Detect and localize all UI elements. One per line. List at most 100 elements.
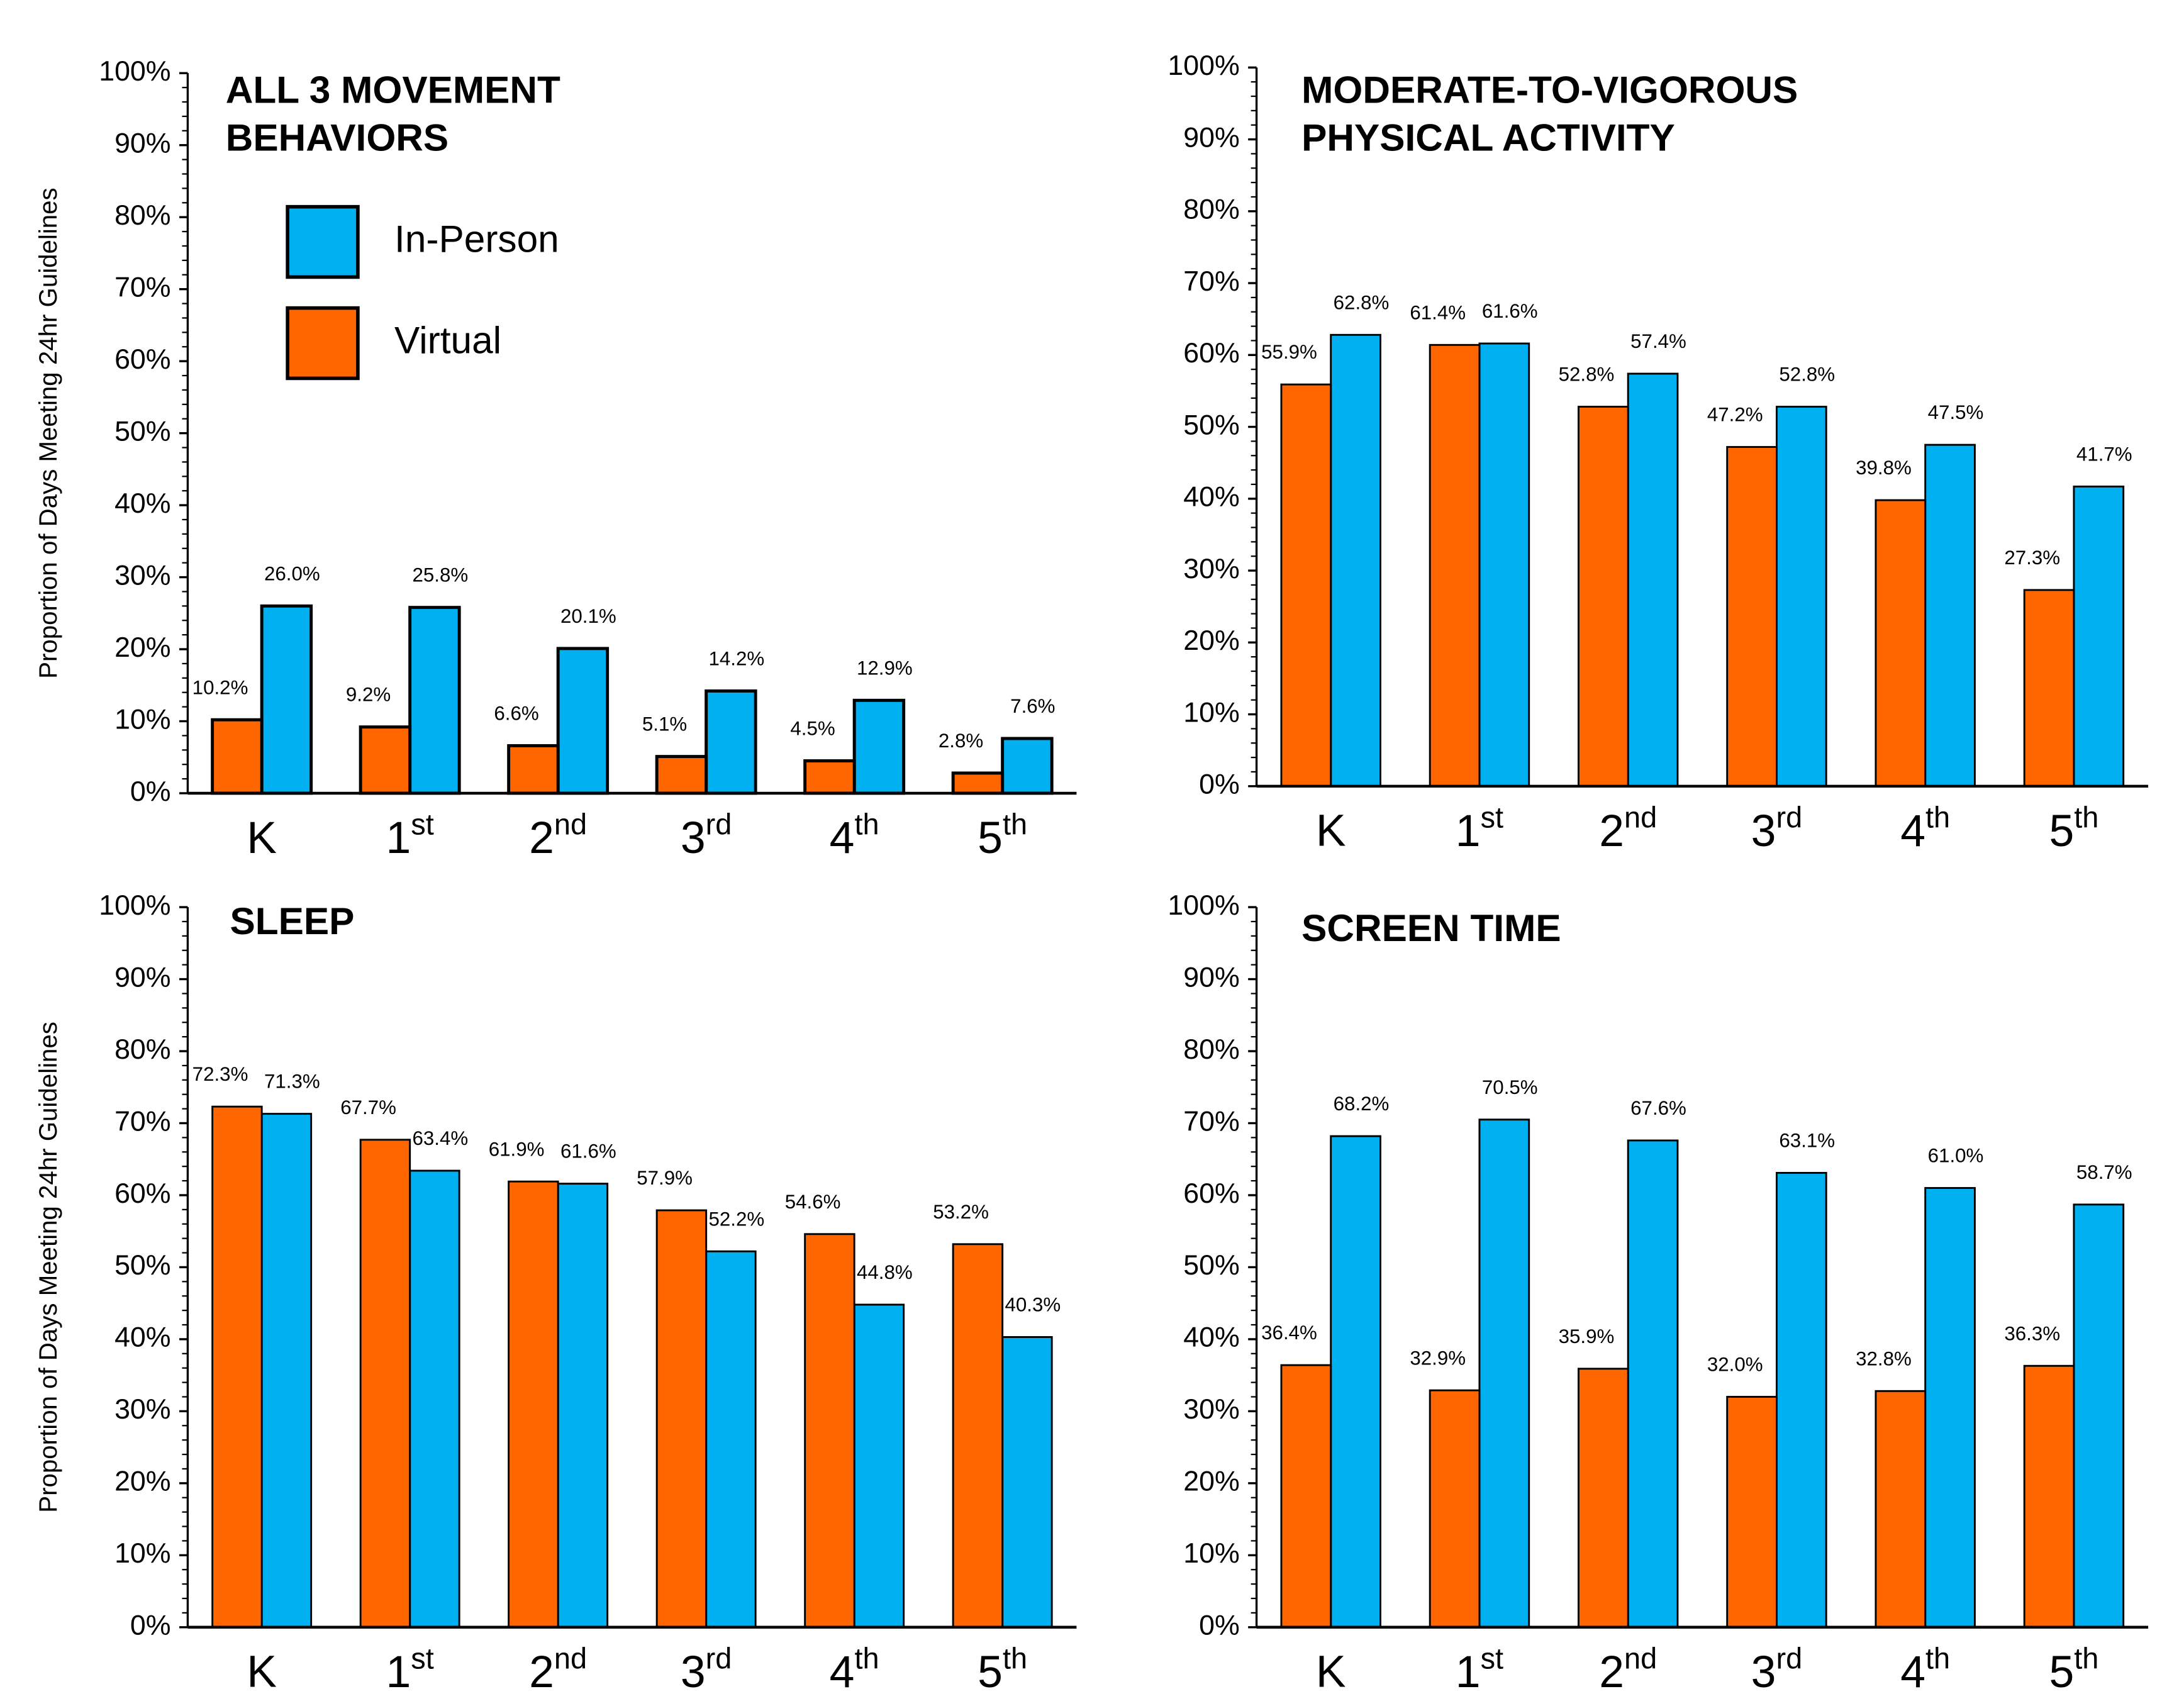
bar (853, 1303, 905, 1629)
y-tick-label: 90% (1183, 122, 1239, 153)
x-tick-label: 1st (1456, 801, 1503, 856)
y-tick-label: 30% (1183, 554, 1239, 584)
bar (655, 1209, 708, 1629)
value-label: 61.4% (1410, 301, 1466, 323)
chart-title: BEHAVIORS (226, 116, 448, 159)
bar (655, 755, 708, 795)
bar (1924, 443, 1976, 788)
bar (952, 1243, 1004, 1629)
value-label: 52.8% (1559, 364, 1615, 386)
value-label: 67.6% (1630, 1097, 1686, 1119)
bar (508, 1180, 559, 1629)
y-tick-label: 10% (114, 1538, 170, 1569)
y-tick-label: 100% (99, 890, 170, 921)
y-tick-label: 0% (130, 1610, 171, 1641)
value-label: 63.4% (412, 1127, 468, 1149)
bar (1775, 1172, 1827, 1629)
bar (1429, 1389, 1481, 1629)
y-tick-label: 50% (114, 416, 170, 447)
y-tick-label: 90% (114, 962, 170, 993)
value-label: 32.0% (1707, 1354, 1763, 1376)
y-tick-label: 70% (114, 1106, 170, 1137)
y-tick-label: 100% (1167, 890, 1239, 921)
x-tick-label: 2nd (529, 808, 587, 863)
value-label: 52.2% (708, 1208, 764, 1230)
chart-panel: 0% 10% 20% 30% 40% 50% 60% 70% 80% 90% 100% K 26.0% 1… (34, 56, 1077, 863)
value-label: 67.7% (340, 1096, 396, 1118)
legend-swatch (286, 204, 360, 279)
value-label: 7.6% (1010, 695, 1055, 717)
y-tick-label: 0% (130, 776, 171, 807)
bar (951, 771, 1005, 795)
value-label: 61.9% (489, 1138, 545, 1160)
value-label: 54.6% (785, 1191, 841, 1213)
y-tick-label: 10% (1183, 697, 1239, 728)
x-tick-label: 5th (2049, 801, 2098, 856)
bar (408, 606, 461, 795)
bar (1429, 343, 1481, 788)
chart-title: MODERATE-TO-VIGOROUS (1301, 68, 1798, 111)
value-label: 72.3% (192, 1063, 248, 1085)
value-label: 36.3% (2004, 1322, 2060, 1344)
value-label: 61.6% (1482, 300, 1538, 322)
y-tick-label: 80% (1183, 1034, 1239, 1065)
chart-title: SLEEP (230, 900, 354, 942)
y-tick-label: 30% (1183, 1394, 1239, 1425)
bar (409, 1169, 460, 1629)
bar (1775, 406, 1827, 788)
y-tick-label: 60% (1183, 338, 1239, 369)
x-tick-label: 1st (386, 808, 433, 863)
x-tick-label: 5th (978, 808, 1027, 863)
legend-label: Virtual (394, 318, 501, 361)
value-label: 70.5% (1482, 1076, 1538, 1098)
value-label: 36.4% (1261, 1322, 1317, 1344)
y-tick-label: 100% (1167, 50, 1239, 81)
bar (1001, 737, 1054, 795)
bar (1280, 1364, 1332, 1629)
x-tick-label: 2nd (529, 1642, 587, 1697)
y-tick-label: 70% (1183, 266, 1239, 297)
y-tick-label: 10% (114, 704, 170, 735)
bar (1875, 499, 1927, 788)
y-tick-label: 0% (1199, 1610, 1240, 1641)
bar (1330, 333, 1381, 788)
y-tick-label: 50% (1183, 1250, 1239, 1281)
x-tick-label: 2nd (1599, 1642, 1657, 1697)
value-label: 47.2% (1707, 404, 1763, 426)
value-label: 32.8% (1856, 1347, 1912, 1369)
y-tick-label: 90% (1183, 962, 1239, 993)
x-tick-label: 3rd (681, 1642, 732, 1697)
value-label: 68.2% (1334, 1093, 1390, 1115)
value-label: 6.6% (494, 703, 538, 725)
x-tick-label: 3rd (1751, 801, 1803, 856)
value-label: 61.6% (560, 1140, 616, 1162)
y-tick-label: 50% (1183, 410, 1239, 440)
value-label: 57.4% (1630, 330, 1686, 352)
y-tick-label: 30% (114, 1394, 170, 1425)
y-tick-label: 60% (114, 1178, 170, 1209)
bar (557, 1183, 609, 1629)
x-tick-label: 1st (1456, 1642, 1503, 1697)
bar (1875, 1390, 1927, 1629)
bar (556, 647, 610, 795)
bar (2023, 1364, 2075, 1629)
value-label: 63.1% (1779, 1130, 1835, 1152)
bar (852, 698, 906, 795)
value-label: 12.9% (857, 657, 913, 679)
y-tick-label: 70% (1183, 1106, 1239, 1137)
value-label: 35.9% (1559, 1325, 1615, 1347)
bar (1478, 1118, 1530, 1629)
value-label: 32.9% (1410, 1347, 1466, 1369)
value-label: 55.9% (1261, 341, 1317, 363)
value-label: 25.8% (412, 564, 468, 586)
bar (211, 1105, 263, 1629)
value-label: 53.2% (933, 1201, 989, 1223)
x-tick-label: 4th (1900, 1642, 1950, 1697)
bar (1627, 1139, 1679, 1629)
x-tick-label: 4th (830, 808, 879, 863)
value-label: 2.8% (939, 730, 983, 752)
bar (1478, 342, 1530, 788)
bar (359, 725, 412, 795)
y-tick-label: 10% (1183, 1538, 1239, 1569)
